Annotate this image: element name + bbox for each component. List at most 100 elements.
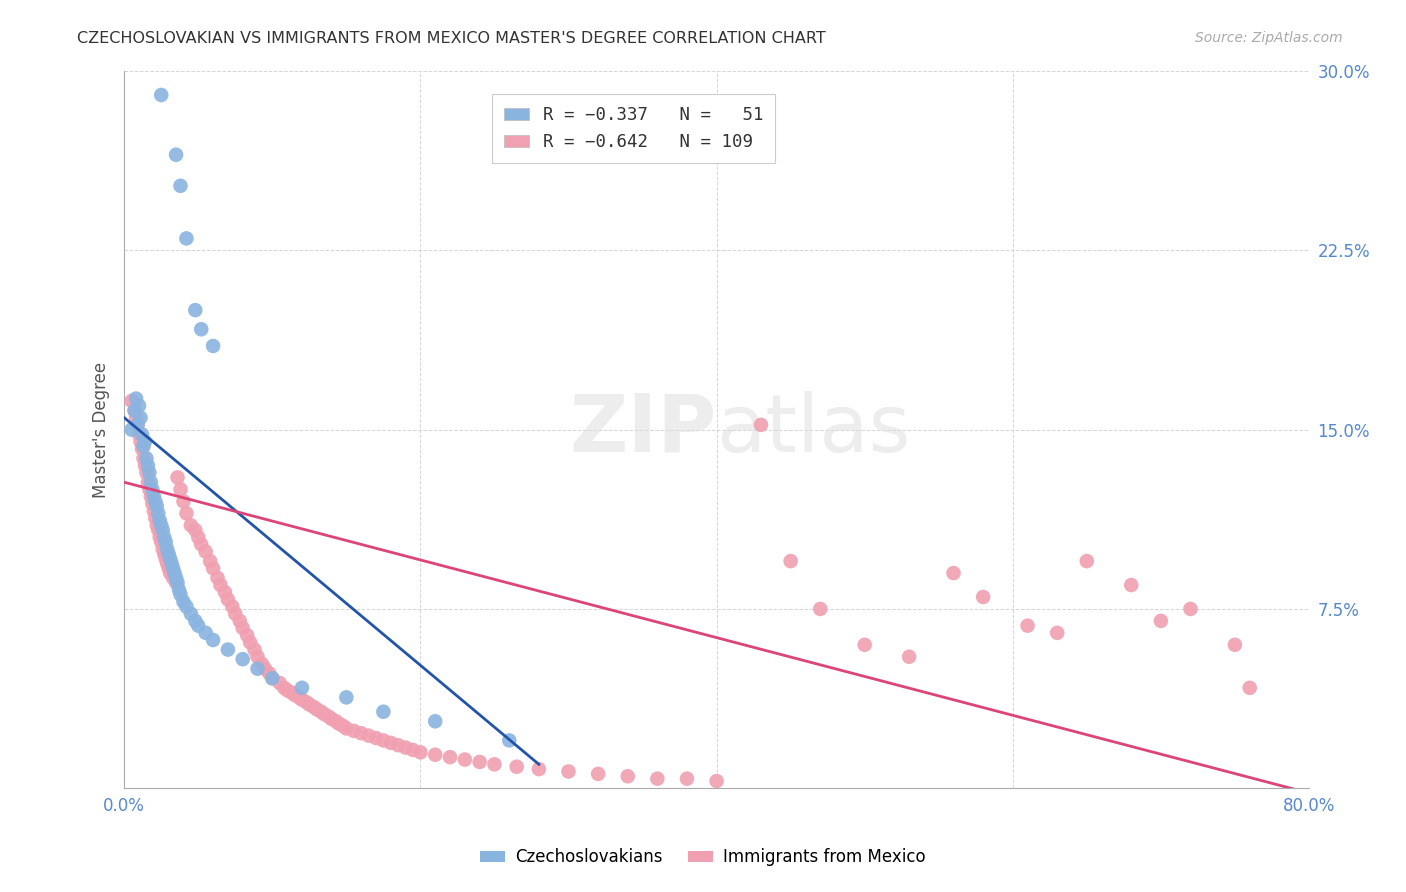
Point (484, 757, 506, 772)
Point (262, 671, 284, 685)
Point (1150, 614, 1173, 628)
Point (749, 417, 772, 432)
Point (166, 470, 188, 484)
Point (373, 733, 395, 747)
Point (198, 554, 221, 568)
Point (202, 561, 225, 575)
Point (187, 618, 209, 632)
Point (163, 566, 186, 580)
Point (439, 750, 461, 764)
Point (136, 458, 159, 473)
Point (172, 595, 194, 609)
Point (160, 557, 183, 571)
Point (159, 566, 181, 580)
Point (498, 733, 520, 747)
Point (328, 716, 350, 731)
Point (676, 772, 699, 786)
Point (616, 769, 638, 783)
Point (1180, 602, 1202, 616)
Point (305, 702, 328, 716)
Point (153, 547, 176, 561)
Point (190, 537, 212, 551)
Point (246, 662, 269, 676)
Point (335, 690, 357, 705)
Point (149, 530, 172, 544)
Point (190, 322, 212, 336)
Text: atlas: atlas (717, 391, 911, 468)
Point (156, 542, 179, 557)
Point (1017, 618, 1039, 632)
Point (169, 588, 191, 602)
Point (135, 451, 157, 466)
Point (853, 638, 876, 652)
Point (169, 483, 191, 497)
Point (335, 722, 357, 736)
Point (246, 649, 269, 664)
Point (221, 599, 243, 614)
Point (152, 542, 174, 557)
Point (153, 530, 176, 544)
Point (394, 740, 416, 755)
Point (127, 417, 149, 432)
Point (425, 747, 447, 762)
Point (132, 439, 155, 453)
Point (1121, 578, 1143, 592)
Point (468, 755, 491, 769)
Point (159, 551, 181, 566)
Point (706, 774, 728, 789)
Point (1076, 554, 1098, 568)
Point (302, 700, 325, 714)
Point (325, 714, 347, 729)
Point (298, 698, 321, 712)
Point (350, 726, 373, 740)
Point (224, 607, 246, 621)
Point (942, 566, 965, 580)
Point (129, 434, 152, 449)
Point (176, 506, 198, 520)
Point (243, 642, 266, 657)
Point (318, 709, 340, 723)
Point (172, 494, 194, 508)
Point (1223, 638, 1246, 652)
Point (155, 551, 177, 566)
Point (162, 561, 184, 575)
Point (276, 683, 298, 698)
Legend: Czechoslovakians, Immigrants from Mexico: Czechoslovakians, Immigrants from Mexico (474, 842, 932, 873)
Point (380, 736, 402, 750)
Point (169, 178, 191, 193)
Point (134, 434, 156, 449)
Point (165, 571, 187, 585)
Point (125, 410, 148, 425)
Point (250, 657, 273, 671)
Point (357, 729, 380, 743)
Point (187, 530, 209, 544)
Point (295, 695, 318, 709)
Point (180, 607, 202, 621)
Point (141, 483, 163, 497)
Point (291, 681, 314, 695)
Point (332, 719, 354, 733)
Point (125, 392, 148, 406)
Point (121, 423, 143, 437)
Point (162, 571, 184, 585)
Text: ZIP: ZIP (569, 391, 717, 468)
Point (586, 767, 609, 781)
Legend: R = −0.337   N =   51, R = −0.642   N = 109: R = −0.337 N = 51, R = −0.642 N = 109 (492, 94, 775, 163)
Point (253, 662, 276, 676)
Point (124, 403, 146, 417)
Point (232, 652, 254, 666)
Point (202, 633, 225, 648)
Point (176, 231, 198, 245)
Point (402, 743, 425, 757)
Point (291, 693, 314, 707)
Point (142, 490, 165, 504)
Point (131, 427, 153, 442)
Point (155, 535, 177, 549)
Point (150, 535, 173, 549)
Point (557, 764, 579, 779)
Point (229, 614, 252, 628)
Point (149, 514, 172, 528)
Point (259, 666, 281, 681)
Point (283, 688, 305, 702)
Point (1239, 681, 1261, 695)
